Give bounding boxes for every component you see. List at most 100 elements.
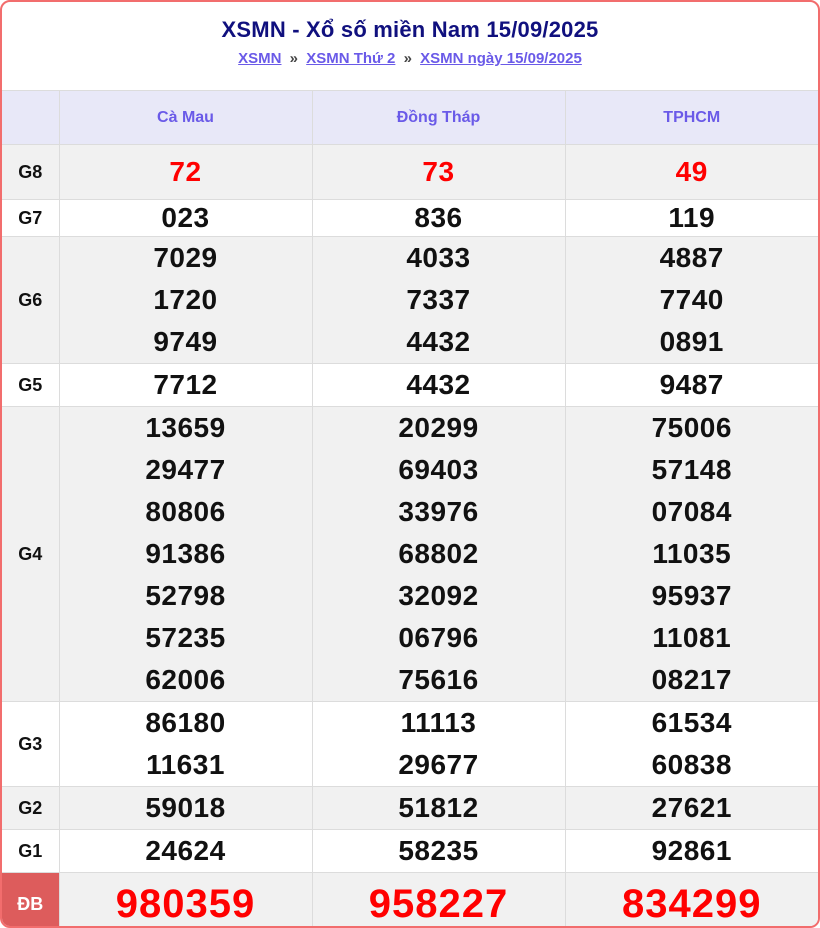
prize-row-g1: G1 24624 58235 92861 — [2, 829, 818, 873]
prize-number: 72 — [169, 156, 202, 187]
prize-number: 7029 — [153, 242, 218, 273]
prize-cell-g2-col1: 51812 — [311, 786, 565, 830]
prize-number: 9749 — [153, 326, 218, 357]
prize-number: 958227 — [368, 882, 509, 926]
prize-label-g8: G8 — [2, 144, 59, 200]
prize-number: 08217 — [651, 664, 732, 695]
prize-number: 59018 — [145, 792, 226, 823]
prize-number: 52798 — [145, 580, 226, 611]
corner-cell — [2, 90, 59, 145]
province-header-dong-thap[interactable]: Đồng Tháp — [311, 90, 565, 145]
prize-number: 33976 — [398, 496, 479, 527]
prize-number: 11035 — [652, 538, 732, 569]
results-table: Cà Mau Đồng Tháp TPHCM G8 72 73 49 G7 023 836 1… — [2, 90, 818, 926]
prize-number: 7740 — [659, 284, 724, 315]
prize-row-g4: G4 13659 29477 80806 91386 52798 57235 62006 202… — [2, 406, 818, 702]
prize-label-g2: G2 — [2, 786, 59, 830]
prize-number: 49 — [675, 156, 708, 187]
prize-number: 4887 — [659, 242, 724, 273]
prize-number: 834299 — [622, 882, 762, 926]
prize-number: 023 — [161, 202, 210, 233]
prize-number: 86180 — [145, 707, 226, 738]
breadcrumb: XSMN » XSMN Thứ 2 » XSMN ngày 15/09/2025 — [2, 50, 818, 67]
prize-number: 29477 — [145, 454, 226, 485]
breadcrumb-link-xsmn[interactable]: XSMN — [238, 50, 282, 67]
prize-cell-g8-col1: 73 — [311, 144, 565, 200]
prize-row-g5: G5 7712 4432 9487 — [2, 363, 818, 407]
prize-number: 07084 — [651, 496, 732, 527]
prize-number: 980359 — [115, 882, 256, 926]
prize-cell-g5-col2: 9487 — [564, 363, 818, 407]
prize-cell-db-col2: 834299 — [564, 872, 818, 926]
prize-number: 29677 — [398, 749, 479, 780]
prize-number: 4432 — [406, 369, 471, 400]
breadcrumb-link-xsmn-ngay[interactable]: XSMN ngày 15/09/2025 — [420, 50, 582, 67]
prize-row-g3: G3 86180 11631 11113 29677 61534 60838 — [2, 701, 818, 787]
prize-label-g1: G1 — [2, 829, 59, 873]
prize-cell-g1-col2: 92861 — [564, 829, 818, 873]
prize-number: 7712 — [153, 369, 218, 400]
province-header-row: Cà Mau Đồng Tháp TPHCM — [2, 90, 818, 145]
prize-number: 7337 — [406, 284, 471, 315]
prize-label-g4: G4 — [2, 406, 59, 702]
prize-cell-g8-col2: 49 — [564, 144, 818, 200]
prize-number: 27621 — [651, 792, 732, 823]
prize-label-g6: G6 — [2, 236, 59, 364]
prize-number: 95937 — [651, 580, 732, 611]
prize-cell-g5-col0: 7712 — [58, 363, 312, 407]
prize-number: 06796 — [398, 622, 479, 653]
prize-number: 11113 — [400, 707, 477, 738]
prize-row-g8: G8 72 73 49 — [2, 144, 818, 200]
prize-cell-db-col1: 958227 — [311, 872, 565, 926]
prize-number: 32092 — [398, 580, 479, 611]
prize-cell-g1-col0: 24624 — [58, 829, 312, 873]
prize-number: 91386 — [145, 538, 226, 569]
prize-cell-db-col0: 980359 — [58, 872, 312, 926]
province-header-ca-mau[interactable]: Cà Mau — [58, 90, 312, 145]
prize-number: 24624 — [145, 835, 226, 866]
breadcrumb-separator: » — [403, 50, 412, 67]
prize-cell-g7-col2: 119 — [564, 199, 818, 237]
breadcrumb-link-xsmn-thu-2[interactable]: XSMN Thứ 2 — [306, 50, 396, 67]
prize-number: 61534 — [651, 707, 732, 738]
prize-number: 75006 — [651, 412, 732, 443]
prize-number: 1720 — [153, 284, 218, 315]
province-header-tphcm[interactable]: TPHCM — [564, 90, 818, 145]
prize-label-g5: G5 — [2, 363, 59, 407]
prize-number: 75616 — [398, 664, 479, 695]
prize-cell-g7-col1: 836 — [311, 199, 565, 237]
prize-number: 80806 — [145, 496, 226, 527]
prize-number: 51812 — [398, 792, 479, 823]
prize-cell-g4-col2: 75006 57148 07084 11035 95937 11081 08217 — [564, 406, 818, 702]
prize-number: 57148 — [651, 454, 732, 485]
prize-cell-g6-col0: 7029 1720 9749 — [58, 236, 312, 364]
breadcrumb-separator: » — [289, 50, 299, 67]
prize-number: 836 — [414, 202, 463, 233]
prize-cell-g2-col0: 59018 — [58, 786, 312, 830]
prize-number: 4033 — [406, 242, 471, 273]
page-title: XSMN - Xổ số miền Nam 15/09/2025 — [221, 17, 599, 42]
prize-number: 60838 — [651, 749, 732, 780]
results-body: G8 72 73 49 G7 023 836 119 G6 7029 1720 9749 4033 733… — [2, 144, 818, 926]
prize-cell-g6-col1: 4033 7337 4432 — [311, 236, 565, 364]
prize-cell-g3-col2: 61534 60838 — [564, 701, 818, 787]
prize-cell-g3-col0: 86180 11631 — [58, 701, 312, 787]
prize-cell-g3-col1: 11113 29677 — [311, 701, 565, 787]
prize-cell-g2-col2: 27621 — [564, 786, 818, 830]
prize-number: 92861 — [651, 835, 732, 866]
prize-number: 11081 — [652, 622, 732, 653]
prize-cell-g1-col1: 58235 — [311, 829, 565, 873]
prize-label-db: ĐB — [2, 872, 59, 926]
prize-number: 20299 — [398, 412, 479, 443]
prize-label-g3: G3 — [2, 701, 59, 787]
prize-number: 73 — [422, 156, 455, 187]
prize-number: 9487 — [659, 369, 724, 400]
prize-cell-g8-col0: 72 — [58, 144, 312, 200]
prize-number: 69403 — [398, 454, 479, 485]
prize-number: 13659 — [145, 412, 226, 443]
prize-row-g2: G2 59018 51812 27621 — [2, 786, 818, 830]
prize-row-db: ĐB 980359 958227 834299 — [2, 872, 818, 926]
prize-number: 62006 — [145, 664, 226, 695]
prize-row-g6: G6 7029 1720 9749 4033 7337 4432 4887 7740 0891 — [2, 236, 818, 364]
